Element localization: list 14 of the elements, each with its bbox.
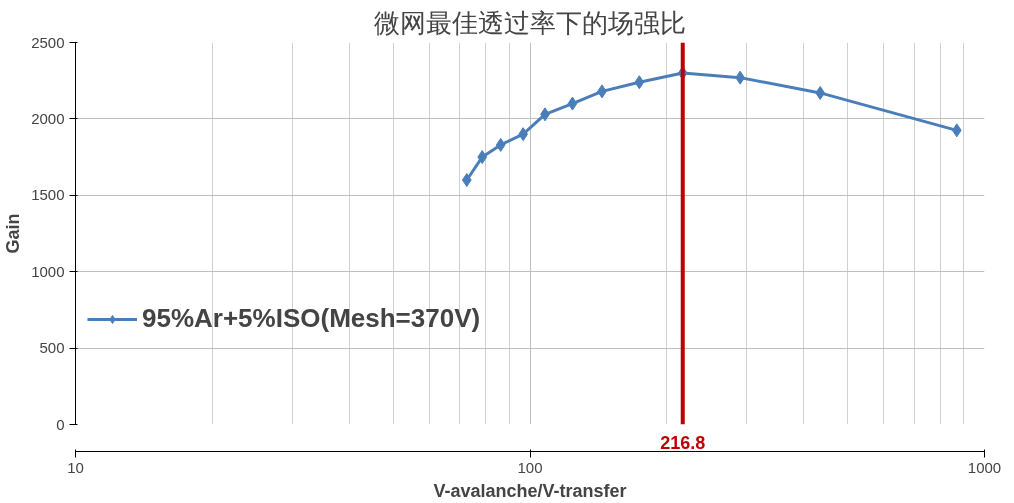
y-tick-label: 1000	[31, 262, 65, 280]
y-tick-label: 2500	[31, 33, 65, 51]
x-tick-label: 100	[517, 458, 543, 476]
y-tick-label: 500	[39, 339, 65, 357]
legend-label: 95%Ar+5%ISO(Mesh=370V)	[142, 303, 481, 334]
ref-line-label: 216.8	[660, 432, 706, 453]
x-axis-title: V-avalanche/V-transfer	[433, 480, 627, 501]
chart-title: 微网最佳透过率下的场强比	[374, 7, 686, 38]
x-tick-label: 1000	[967, 458, 1002, 476]
y-tick-label: 2000	[31, 109, 65, 127]
y-tick-label: 1500	[31, 186, 65, 204]
y-tick-label: 0	[56, 415, 65, 433]
y-axis-title: Gain	[3, 213, 24, 254]
x-tick-label: 10	[67, 458, 84, 476]
